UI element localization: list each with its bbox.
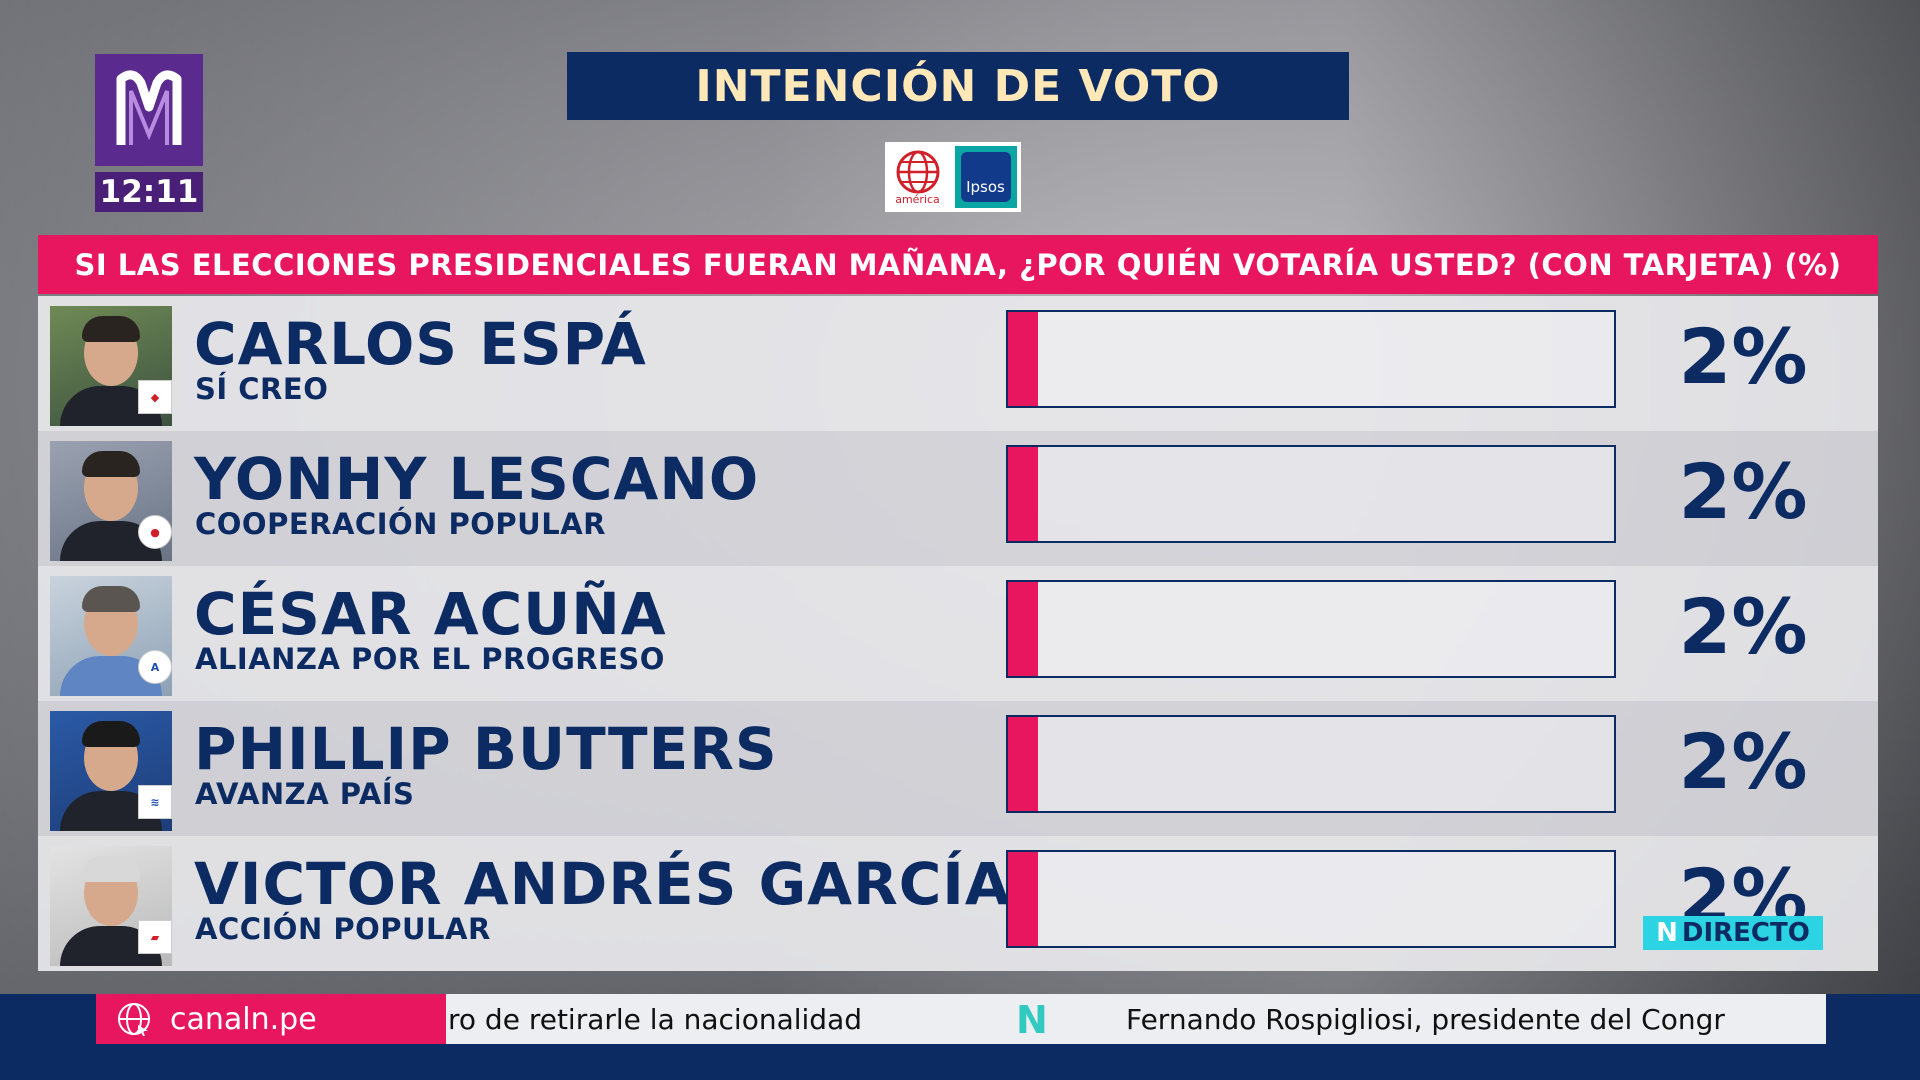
candidate-row: ● YONHY LESCANO COOPERACIÓN POPULAR 2%: [38, 431, 1878, 566]
ticker-headline-2: Fernando Rospigliosi, presidente del Con…: [1126, 1002, 1725, 1036]
value-label: 2%: [1678, 717, 1808, 806]
bar-fill: [1008, 582, 1038, 676]
bar-frame: [1006, 445, 1616, 543]
bar-fill: [1008, 717, 1038, 811]
party-logo-accion-popular-icon: ▰: [138, 920, 172, 954]
candidate-party: AVANZA PAÍS: [195, 777, 415, 811]
ipsos-logo: Ipsos: [954, 146, 1017, 208]
bar-frame: [1006, 850, 1616, 948]
directo-badge: N DIRECTO: [1643, 916, 1823, 950]
bar-frame: [1006, 715, 1616, 813]
channel-m-logo-icon: [95, 54, 203, 166]
candidate-rows: ◆ CARLOS ESPÁ SÍ CREO 2% ● YONHY LESCANO…: [38, 296, 1878, 971]
value-label: 2%: [1678, 312, 1808, 401]
ipsos-label: Ipsos: [960, 152, 1011, 202]
bar-frame: [1006, 580, 1616, 678]
party-logo-si-creo-icon: ◆: [138, 380, 172, 414]
ticker-site-label: canaln.pe: [170, 1001, 317, 1037]
ticker-headline-1: ro de retirarle la nacionalidad: [448, 1002, 863, 1036]
news-ticker: canaln.pe ro de retirarle la nacionalida…: [0, 994, 1920, 1080]
directo-n-mark: N: [1656, 918, 1678, 948]
value-label: 2%: [1678, 582, 1808, 671]
candidate-name: VICTOR ANDRÉS GARCÍA: [194, 850, 1011, 918]
candidate-name: CÉSAR ACUÑA: [194, 580, 667, 648]
candidate-name: PHILLIP BUTTERS: [194, 715, 778, 783]
america-logo: américa: [890, 144, 946, 210]
sponsor-logos: américa Ipsos: [885, 142, 1021, 212]
bar-frame: [1006, 310, 1616, 408]
globe-icon: [118, 1003, 150, 1036]
candidate-party: SÍ CREO: [195, 372, 329, 406]
america-globe-icon: [896, 150, 939, 193]
america-label: américa: [895, 192, 940, 206]
directo-label: DIRECTO: [1681, 918, 1810, 948]
ticker-site-link[interactable]: canaln.pe: [96, 994, 446, 1044]
page-title: INTENCIÓN DE VOTO: [567, 52, 1349, 120]
candidate-name: YONHY LESCANO: [194, 445, 760, 513]
candidate-row: ▰ VICTOR ANDRÉS GARCÍA ACCIÓN POPULAR 2%: [38, 836, 1878, 971]
ticker-strip: canaln.pe ro de retirarle la nacionalida…: [96, 994, 1826, 1044]
candidate-row: ◆ CARLOS ESPÁ SÍ CREO 2%: [38, 296, 1878, 431]
ticker-separator-n-icon: N: [1016, 998, 1048, 1042]
bar-fill: [1008, 447, 1038, 541]
candidate-row: A CÉSAR ACUÑA ALIANZA POR EL PROGRESO 2%: [38, 566, 1878, 701]
bar-fill: [1008, 852, 1038, 946]
bar-fill: [1008, 312, 1038, 406]
candidate-name: CARLOS ESPÁ: [194, 310, 647, 378]
candidate-party: ALIANZA POR EL PROGRESO: [195, 642, 665, 676]
candidate-row: ≋ PHILLIP BUTTERS AVANZA PAÍS 2%: [38, 701, 1878, 836]
party-logo-cooperacion-popular-icon: ●: [138, 515, 172, 549]
party-logo-avanza-pais-icon: ≋: [138, 785, 172, 819]
candidate-party: ACCIÓN POPULAR: [195, 912, 491, 946]
candidate-photo: [50, 306, 172, 426]
poll-question: SI LAS ELECCIONES PRESIDENCIALES FUERAN …: [38, 235, 1878, 294]
channel-logo: 12:11: [95, 54, 203, 212]
candidate-party: COOPERACIÓN POPULAR: [195, 507, 606, 541]
party-logo-app-icon: A: [138, 650, 172, 684]
value-label: 2%: [1678, 447, 1808, 536]
clock-time: 12:11: [95, 172, 203, 212]
